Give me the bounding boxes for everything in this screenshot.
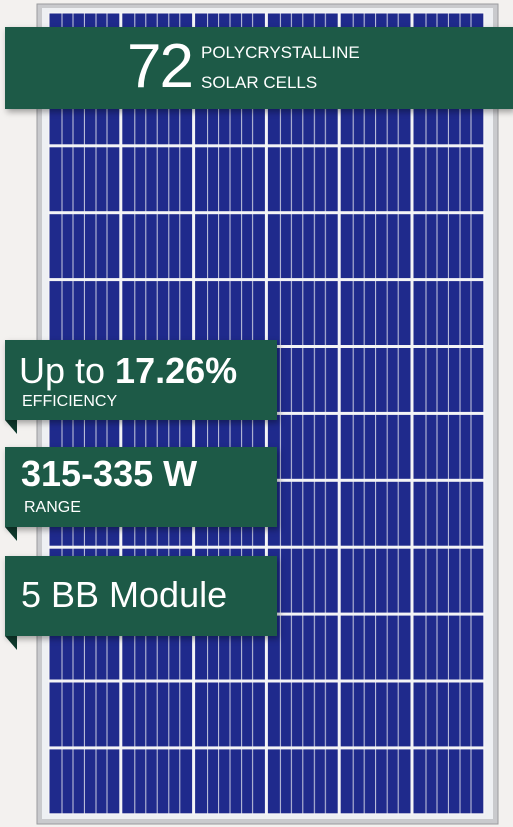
fold: [5, 636, 17, 650]
badge-title: 315-335 W: [21, 453, 197, 495]
fold: [5, 420, 17, 434]
badge-highlight: 315-335 W: [21, 453, 197, 494]
badge-prefix: Up to: [19, 350, 115, 391]
badge-caption: EFFICIENCY: [22, 393, 117, 411]
cell-count: 72: [127, 29, 192, 105]
badge-title: 5 BB Module: [21, 574, 227, 616]
headline-line: SOLAR CELLS: [201, 73, 317, 93]
fold: [5, 527, 17, 541]
headline-banner: 72 POLYCRYSTALLINE SOLAR CELLS: [5, 27, 513, 109]
headline-line: POLYCRYSTALLINE: [201, 43, 360, 63]
badge: 5 BB Module: [5, 556, 277, 636]
badge: 315-335 W RANGE: [5, 447, 277, 527]
badge-title: Up to 17.26%: [19, 350, 237, 392]
page: 72 POLYCRYSTALLINE SOLAR CELLS Up to 17.…: [0, 0, 513, 827]
badge-caption: RANGE: [24, 499, 81, 517]
badge-highlight: 17.26%: [115, 350, 237, 391]
badge: Up to 17.26% EFFICIENCY: [5, 340, 277, 420]
